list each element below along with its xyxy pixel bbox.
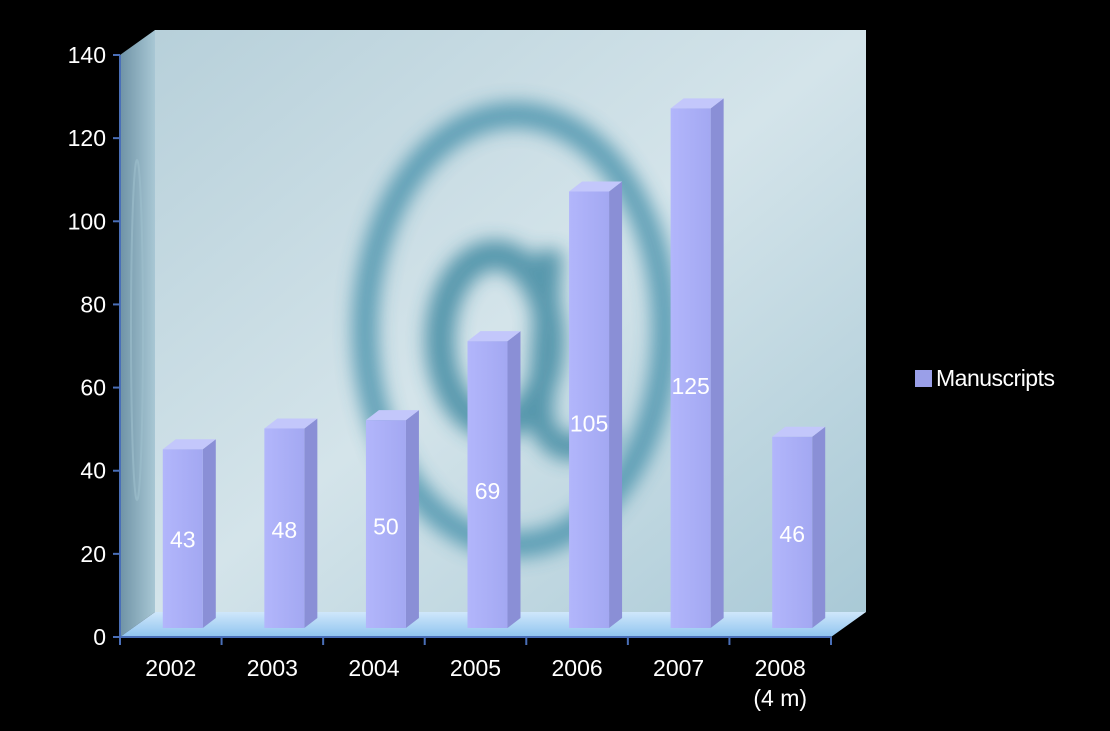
data-label: 125 xyxy=(671,373,709,399)
y-tick-label: 120 xyxy=(68,125,106,151)
data-label: 69 xyxy=(475,478,501,504)
legend-label: Manuscripts xyxy=(936,365,1054,391)
x-tick-label: 2002 xyxy=(145,655,196,681)
bar: 43 xyxy=(162,439,216,628)
data-label: 48 xyxy=(272,517,298,543)
side-wall-glint xyxy=(130,159,144,501)
bar-top xyxy=(264,418,318,429)
bar-side xyxy=(710,98,724,629)
bar-side xyxy=(304,418,318,628)
bar-front xyxy=(467,341,508,628)
bar: 69 xyxy=(467,331,521,628)
bar-front xyxy=(670,108,711,629)
legend-swatch xyxy=(915,370,932,387)
bar: 48 xyxy=(264,418,318,628)
x-tick-label: 2007 xyxy=(653,655,704,681)
x-tick-label: 2003 xyxy=(247,655,298,681)
bar-top xyxy=(772,426,826,437)
bar: 46 xyxy=(772,426,826,628)
y-tick-label: 80 xyxy=(80,291,106,317)
data-label: 50 xyxy=(373,513,399,539)
bar: 50 xyxy=(365,410,419,628)
y-tick-label: 0 xyxy=(93,624,106,650)
bar-top xyxy=(670,98,724,109)
data-label: 43 xyxy=(170,527,196,553)
legend: Manuscripts xyxy=(915,365,1055,391)
bar-side xyxy=(507,331,521,628)
x-tick-label: 2008 (4 m) xyxy=(753,655,807,711)
x-tick-label: 2005 xyxy=(450,655,501,681)
x-tick-label: 2006 xyxy=(551,655,602,681)
data-label: 105 xyxy=(570,411,608,437)
bar-front xyxy=(162,449,203,628)
bar-series: 43 48 50 69 105 125 46 xyxy=(162,98,826,629)
bar-side xyxy=(812,426,826,628)
y-tick-label: 60 xyxy=(80,375,106,401)
y-tick-label: 100 xyxy=(68,208,106,234)
bar-side xyxy=(609,181,623,628)
bar-side xyxy=(405,410,419,628)
y-tick-label: 40 xyxy=(80,458,106,484)
bar-top xyxy=(365,410,419,421)
bar-top xyxy=(467,331,521,342)
bar: 105 xyxy=(569,181,623,628)
bar-front xyxy=(264,428,305,628)
data-label: 46 xyxy=(779,521,805,547)
bar-top xyxy=(162,439,216,450)
y-axis: 0 20 40 60 80 100 120 140 xyxy=(68,42,120,650)
bar-front xyxy=(772,436,813,628)
bar-front xyxy=(569,191,610,628)
y-tick-label: 20 xyxy=(80,541,106,567)
bar-side xyxy=(202,439,216,628)
side-wall xyxy=(120,30,155,637)
bar: 125 xyxy=(670,98,724,629)
x-tick-label: 2004 xyxy=(348,655,399,681)
y-tick-label: 140 xyxy=(68,42,106,68)
x-axis: 2002 2003 2004 2005 2006 2007 2008 (4 m) xyxy=(119,637,832,711)
bar-top xyxy=(569,181,623,192)
bar-front xyxy=(365,420,406,628)
